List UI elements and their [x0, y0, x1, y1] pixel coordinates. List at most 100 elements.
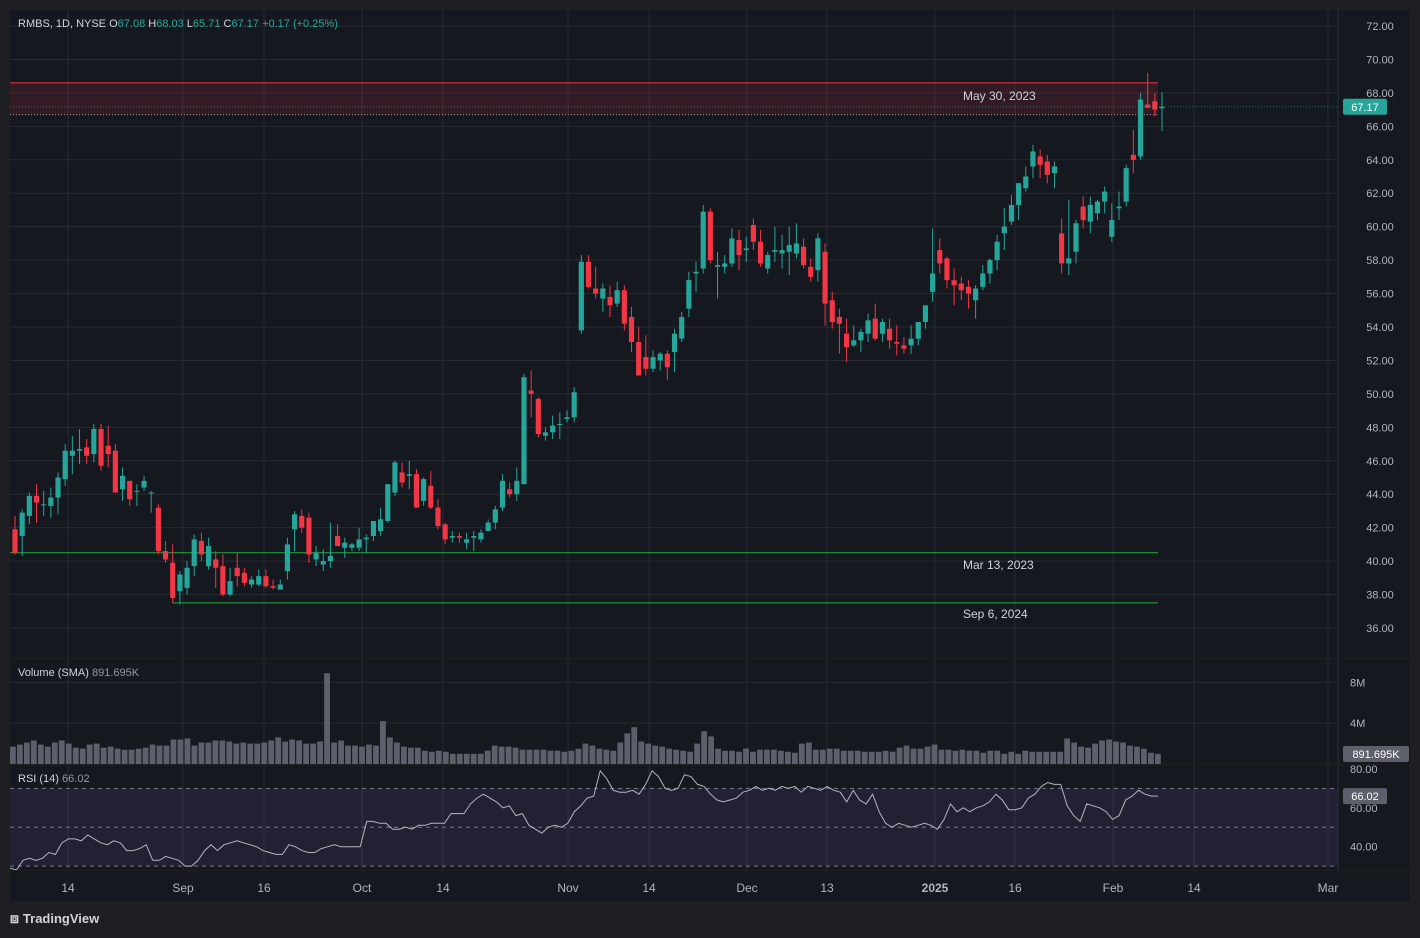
time-tick-label: 13 [820, 881, 834, 895]
volume-bar [791, 752, 798, 764]
rsi-title[interactable]: RSI (14) [18, 773, 59, 785]
volume-bar [729, 750, 735, 764]
rsi-line [10, 769, 1158, 870]
rsi-badge-bg [1343, 788, 1387, 805]
price-pane[interactable]: 72.00 70.00 68.00 66.00 64.00 62.00 60.00 58.00… [10, 10, 1410, 658]
volume-bar [645, 743, 652, 764]
volume-bar [959, 749, 966, 764]
volume-bar [603, 749, 610, 764]
volume-bar [540, 749, 547, 764]
volume-title[interactable]: Volume (SMA) [18, 667, 89, 679]
candle-body [234, 567, 240, 577]
candle-body [757, 241, 764, 264]
candle-body [944, 258, 950, 281]
volume-bar [526, 749, 533, 764]
symbol-label[interactable]: RMBS, 1D, NYSE [18, 18, 107, 30]
volume-bar [463, 753, 470, 764]
candle-body [600, 288, 606, 299]
candle-body [1051, 166, 1058, 174]
candle-body [442, 524, 448, 540]
volume-bar [638, 741, 645, 764]
volume-bar [1148, 752, 1154, 764]
price-tick-label: 50.00 [1366, 389, 1394, 401]
candle-body [1044, 161, 1050, 175]
price-chart[interactable]: 72.00 70.00 68.00 66.00 64.00 62.00 60.00 58.00… [10, 10, 1410, 658]
volume-bar [750, 751, 756, 764]
volume-bar [987, 750, 994, 764]
candle-body [19, 512, 25, 537]
volume-bar [722, 750, 728, 764]
volume-bar [582, 743, 589, 764]
price-tick-label: 42.00 [1366, 523, 1394, 535]
candle-body [191, 539, 197, 567]
candle-body [449, 536, 455, 538]
candle-body [879, 321, 885, 334]
volume-bar [338, 740, 344, 764]
candle-body [327, 556, 334, 562]
candle-body [951, 280, 957, 286]
candle-body [363, 537, 369, 540]
candle-body [320, 561, 326, 565]
volume-bar [861, 751, 868, 764]
volume-bar [156, 745, 163, 764]
time-tick-label: 2025 [922, 881, 949, 895]
candle-body [636, 342, 642, 376]
rsi-chart[interactable]: 80.00 60.00 40.00 66.02 [10, 765, 1410, 870]
volume-bar [331, 742, 337, 764]
candle-body [980, 273, 986, 287]
candle-body [421, 479, 427, 501]
volume-bar [142, 747, 149, 764]
last-price-badge: 67.17 [1351, 102, 1379, 114]
close-label: C [223, 18, 232, 30]
price-tick-label: 60.00 [1366, 222, 1394, 234]
candle-body [464, 539, 470, 543]
time-axis-labels[interactable]: 14 Sep 16 Oct 14 Nov 14 Dec 13 2025 16 Feb 14 Mar [10, 871, 1410, 901]
rsi-legend: RSI (14) 66.02 [18, 773, 90, 785]
time-tick-label: Nov [557, 881, 578, 895]
volume-bar [980, 752, 987, 764]
candle-body [370, 520, 377, 537]
volume-pane[interactable]: 8M 4M 891.695K [10, 659, 1410, 764]
rsi-pane[interactable]: 80.00 60.00 40.00 66.02 [10, 765, 1410, 870]
candle-body [958, 283, 964, 291]
candle-body [843, 333, 850, 348]
candle-body [1109, 219, 1115, 237]
volume-chart[interactable]: 8M 4M 891.695K [10, 659, 1410, 764]
candle-body [657, 353, 663, 361]
tradingview-brand[interactable]: ⧈ TradingView [10, 910, 99, 927]
candle-body [815, 238, 821, 271]
candle-body [313, 552, 319, 560]
volume-bar [617, 742, 624, 764]
high-label: H [148, 18, 157, 30]
candle-body [1087, 204, 1093, 222]
candle-body [241, 572, 247, 583]
candle-body [1137, 99, 1144, 157]
candle-body [772, 250, 778, 252]
candle-body [872, 318, 878, 339]
volume-bar [184, 738, 191, 764]
volume-bar [359, 746, 365, 764]
candle-body [392, 462, 398, 493]
volume-bar [1036, 751, 1043, 764]
volume-bar [819, 749, 826, 764]
candle-body [227, 581, 233, 595]
volume-bar [79, 748, 86, 764]
candle-body [965, 286, 972, 294]
price-tick-label: 40.00 [1366, 556, 1394, 568]
candle-body [700, 211, 706, 269]
close-value: 67.17 [231, 18, 259, 30]
price-tick-label: 56.00 [1366, 289, 1394, 301]
candle-body [162, 551, 169, 560]
candle-body [614, 290, 620, 304]
candle-body [664, 353, 670, 368]
candle-body [743, 248, 749, 251]
candle-body [1130, 154, 1136, 160]
rsi-tick-label: 80.00 [1350, 765, 1378, 776]
time-axis[interactable]: 14 Sep 16 Oct 14 Nov 14 Dec 13 2025 16 Feb 14 Mar [10, 871, 1410, 901]
volume-tick-label: 8M [1350, 677, 1365, 689]
candle-body [435, 507, 441, 526]
candle-body [76, 449, 83, 451]
volume-bar [428, 751, 435, 764]
time-tick-label: 14 [642, 881, 656, 895]
volume-bar [903, 745, 910, 764]
